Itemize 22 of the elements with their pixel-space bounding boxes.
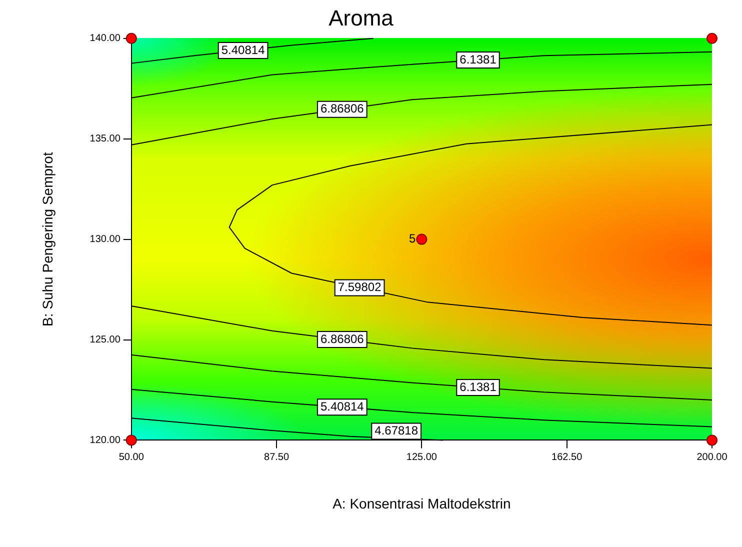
x-tick-label: 162.50 xyxy=(552,452,583,463)
y-tick-label: 140.00 xyxy=(90,33,121,44)
x-tick-label: 125.00 xyxy=(406,452,438,463)
y-tick-label: 120.00 xyxy=(90,434,121,446)
y-tick-label: 135.00 xyxy=(90,134,121,145)
x-axis-title: A: Konsentrasi Maltodekstrin xyxy=(332,495,511,512)
series-label: 6.86806 xyxy=(320,332,364,346)
series-label: 5.40814 xyxy=(320,399,364,414)
series-label: 5.40814 xyxy=(221,42,266,57)
y-axis-title: B: Suhu Pengering Semprot xyxy=(39,152,56,326)
x-tick-label: 200.00 xyxy=(696,452,728,463)
series-label: 4.67818 xyxy=(374,424,418,438)
x-tick-label: 50.00 xyxy=(118,452,144,463)
y-tick-label: 125.00 xyxy=(90,334,121,346)
x-tick-label: 87.50 xyxy=(264,452,290,463)
chart-title: Aroma xyxy=(328,5,394,30)
series-label: 6.86806 xyxy=(320,102,364,116)
series-label: 7.59802 xyxy=(338,280,382,294)
series-label: 6.1381 xyxy=(460,380,497,394)
annotation: 5 xyxy=(409,232,416,246)
y-tick-label: 130.00 xyxy=(90,234,121,246)
series-label: 6.1381 xyxy=(460,52,497,66)
